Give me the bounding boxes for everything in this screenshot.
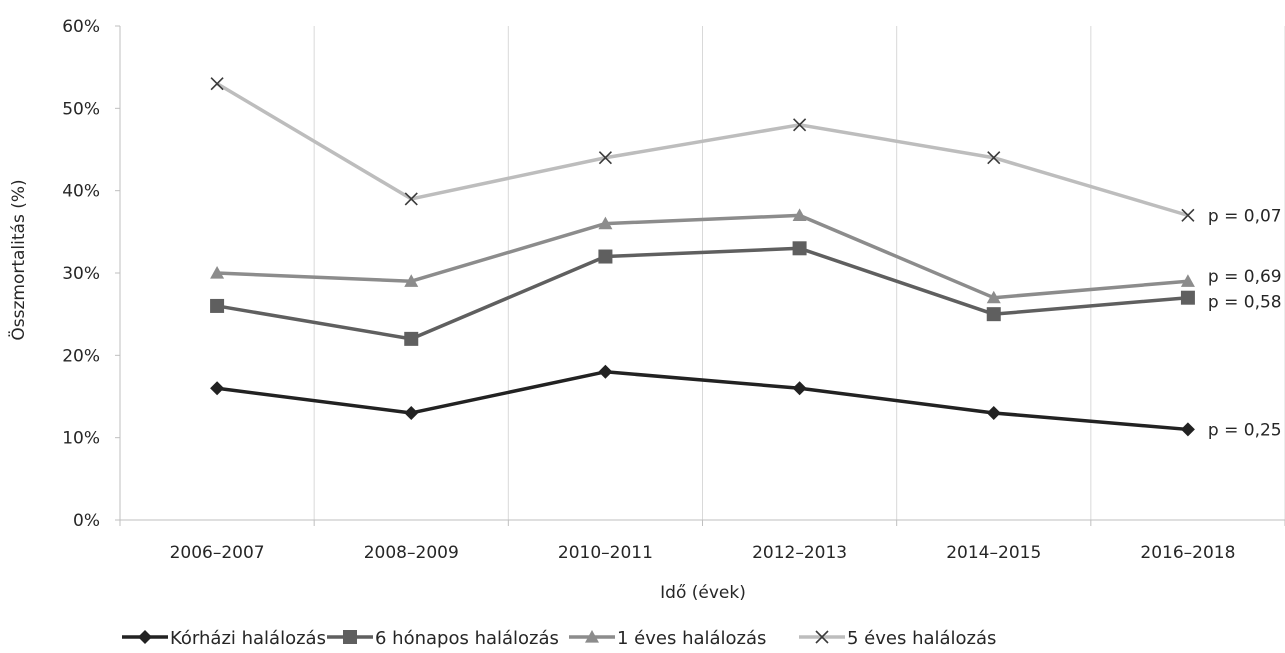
gridlines (313, 26, 1285, 520)
diamond-marker (138, 630, 152, 644)
x-tick-label: 2008–2009 (364, 543, 459, 563)
x-tick-label: 2016–2018 (1140, 543, 1235, 563)
legend-label: 6 hónapos halálozás (375, 628, 559, 649)
square-marker (343, 630, 357, 644)
diamond-marker (792, 381, 807, 396)
y-tick-label: 40% (62, 182, 100, 202)
legend-item: 1 éves halálozás (569, 628, 766, 649)
x-marker-stroke (815, 630, 829, 644)
x-marker (987, 151, 1001, 165)
series-5-ves-hal-loz-s (210, 77, 1195, 222)
legend-label: Kórházi halálozás (170, 628, 326, 649)
square-marker (404, 331, 419, 346)
p-value-label: p = 0,07 (1208, 206, 1282, 226)
y-axis-title: Összmortalitás (%) (7, 179, 29, 340)
x-marker (815, 630, 829, 644)
axes: 0% 10% 20% 30% 40% 50% 60% 2006–2007 2008–2009 20… (62, 17, 1285, 563)
x-marker (404, 192, 418, 206)
p-value-label: p = 0,25 (1208, 420, 1282, 440)
diamond-marker (598, 364, 613, 379)
square-marker (210, 298, 225, 313)
y-tick-label: 20% (62, 346, 100, 366)
x-marker-stroke (210, 77, 224, 91)
y-tick-label: 0% (73, 511, 100, 531)
square-marker (1180, 290, 1195, 305)
series-1-ves-hal-loz-s (210, 208, 1195, 304)
x-axis-title: Idő (évek) (660, 583, 746, 603)
triangle-marker (404, 274, 419, 287)
series-line (216, 246, 1189, 341)
triangle-marker (585, 630, 599, 643)
square-marker (986, 307, 1001, 322)
triangle-marker (986, 290, 1001, 304)
y-tick-label: 50% (62, 99, 100, 119)
p-value-label: p = 0,69 (1208, 267, 1282, 287)
x-tick-label: 2010–2011 (558, 543, 653, 563)
x-marker-stroke (404, 192, 418, 206)
series-6-h-napos-hal-loz-s (210, 241, 1195, 346)
legend-item: Kórházi halálozás (122, 628, 326, 649)
legend-label: 5 éves halálozás (847, 628, 996, 649)
x-marker-stroke (987, 151, 1001, 165)
diamond-marker (1180, 422, 1195, 437)
triangle-marker (1180, 274, 1195, 287)
legend-item: 5 éves halálozás (799, 628, 996, 649)
triangle-marker (792, 208, 807, 221)
x-marker (793, 118, 807, 132)
triangle-marker (598, 216, 613, 230)
x-marker (1181, 208, 1195, 222)
legend: Kórházi halálozás 6 hónapos halálozás 1 év… (122, 628, 996, 649)
diamond-marker (986, 405, 1001, 420)
legend-label: 1 éves halálozás (617, 628, 766, 649)
series-line (216, 82, 1189, 218)
x-marker (210, 77, 224, 91)
y-tick-label: 10% (62, 429, 100, 449)
x-tick-label: 2006–2007 (170, 543, 265, 563)
diamond-marker (404, 405, 419, 420)
square-marker (598, 249, 613, 264)
series-line (217, 213, 1189, 300)
legend-item: 6 hónapos halálozás (327, 628, 559, 649)
y-tick-label: 60% (62, 17, 100, 37)
series-k-rh-zi-hal-loz-s (210, 364, 1195, 437)
x-marker-stroke (1181, 208, 1195, 222)
y-tick-label: 30% (62, 264, 100, 284)
triangle-marker (210, 266, 225, 279)
p-value-label: p = 0,58 (1208, 293, 1282, 313)
x-marker-stroke (793, 118, 807, 132)
series-line (216, 370, 1189, 432)
diamond-marker (210, 381, 225, 396)
series-group: p = 0,25 p = 0,58 p = 0,69 p = 0,07 (210, 77, 1282, 440)
x-marker-stroke (598, 151, 612, 165)
x-tick-label: 2014–2015 (946, 543, 1041, 563)
x-tick-label: 2012–2013 (752, 543, 847, 563)
square-marker (792, 241, 807, 256)
x-marker (598, 151, 612, 165)
